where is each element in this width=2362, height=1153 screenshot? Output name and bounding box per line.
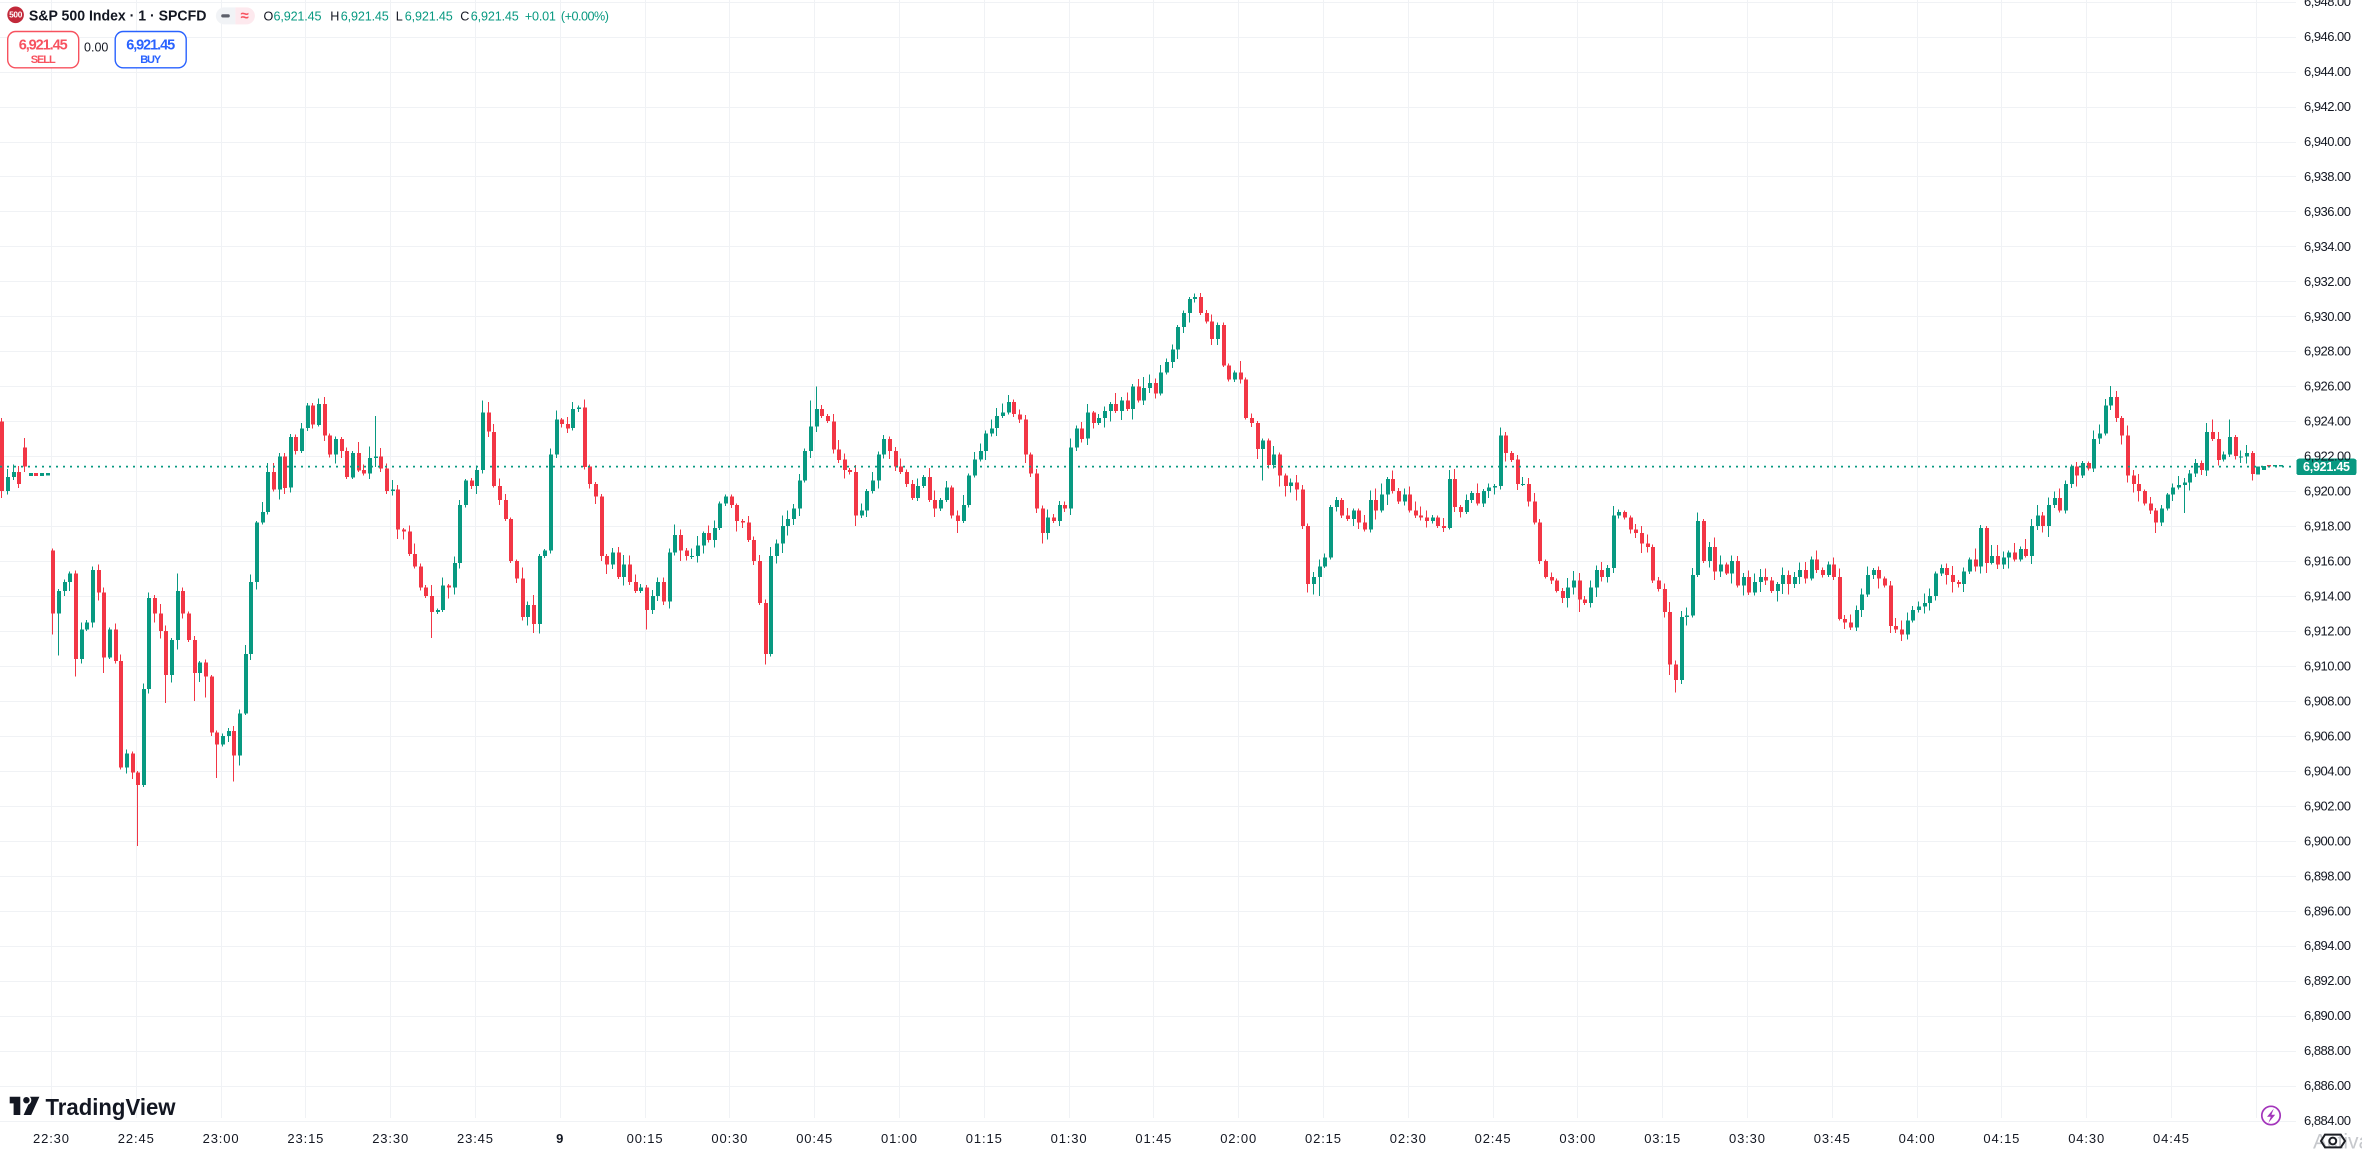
- svg-text:L: L: [396, 10, 403, 24]
- svg-text:03:00: 03:00: [1559, 1131, 1595, 1146]
- svg-text:6,886.00: 6,886.00: [2304, 1078, 2351, 1093]
- svg-text:00:45: 00:45: [796, 1131, 832, 1146]
- svg-text:6,932.00: 6,932.00: [2304, 274, 2351, 289]
- svg-text:BUY: BUY: [140, 54, 162, 66]
- svg-text:02:30: 02:30: [1390, 1131, 1426, 1146]
- svg-text:6,944.00: 6,944.00: [2304, 64, 2351, 79]
- svg-text:22:30: 22:30: [33, 1131, 69, 1146]
- svg-text:6,924.00: 6,924.00: [2304, 414, 2351, 429]
- svg-text:6,948.00: 6,948.00: [2304, 0, 2351, 9]
- svg-text:03:45: 03:45: [1814, 1131, 1850, 1146]
- svg-text:TradingView: TradingView: [46, 1094, 176, 1120]
- svg-text:6,888.00: 6,888.00: [2304, 1043, 2351, 1058]
- svg-text:01:30: 01:30: [1051, 1131, 1087, 1146]
- svg-text:04:45: 04:45: [2153, 1131, 2189, 1146]
- svg-text:6,926.00: 6,926.00: [2304, 379, 2351, 394]
- svg-text:6,914.00: 6,914.00: [2304, 589, 2351, 604]
- svg-text:H: H: [330, 10, 339, 24]
- svg-text:6,904.00: 6,904.00: [2304, 763, 2351, 778]
- svg-text:6,921.45: 6,921.45: [2303, 460, 2350, 474]
- svg-text:00:30: 00:30: [711, 1131, 747, 1146]
- svg-text:6,938.00: 6,938.00: [2304, 169, 2351, 184]
- svg-text:6,921.45: 6,921.45: [19, 37, 68, 53]
- svg-text:22:45: 22:45: [118, 1131, 154, 1146]
- svg-text:00:15: 00:15: [627, 1131, 663, 1146]
- svg-text:6,906.00: 6,906.00: [2304, 728, 2351, 743]
- svg-text:6,946.00: 6,946.00: [2304, 29, 2351, 44]
- svg-text:6,912.00: 6,912.00: [2304, 624, 2351, 639]
- svg-text:6,920.00: 6,920.00: [2304, 484, 2351, 499]
- svg-text:6,908.00: 6,908.00: [2304, 693, 2351, 708]
- svg-text:6,940.00: 6,940.00: [2304, 134, 2351, 149]
- svg-text:01:45: 01:45: [1135, 1131, 1171, 1146]
- svg-text:02:45: 02:45: [1475, 1131, 1511, 1146]
- svg-text:6,918.00: 6,918.00: [2304, 519, 2351, 534]
- svg-text:6,900.00: 6,900.00: [2304, 833, 2351, 848]
- svg-text:6,934.00: 6,934.00: [2304, 239, 2351, 254]
- svg-text:+0.01: +0.01: [525, 10, 556, 24]
- svg-text:6,921.45: 6,921.45: [126, 37, 175, 53]
- svg-text:6,921.45: 6,921.45: [471, 10, 519, 24]
- svg-text:(+0.00%): (+0.00%): [561, 10, 609, 24]
- svg-text:23:15: 23:15: [287, 1131, 323, 1146]
- svg-text:6,892.00: 6,892.00: [2304, 973, 2351, 988]
- svg-text:6,942.00: 6,942.00: [2304, 99, 2351, 114]
- svg-text:04:00: 04:00: [1899, 1131, 1935, 1146]
- svg-text:04:30: 04:30: [2068, 1131, 2104, 1146]
- svg-text:23:45: 23:45: [457, 1131, 493, 1146]
- svg-text:S&P 500 Index · 1 · SPCFD: S&P 500 Index · 1 · SPCFD: [29, 9, 207, 25]
- svg-text:6,890.00: 6,890.00: [2304, 1008, 2351, 1023]
- svg-text:6,902.00: 6,902.00: [2304, 798, 2351, 813]
- svg-text:6,928.00: 6,928.00: [2304, 344, 2351, 359]
- svg-text:6,916.00: 6,916.00: [2304, 554, 2351, 569]
- svg-text:23:30: 23:30: [372, 1131, 408, 1146]
- svg-text:6,910.00: 6,910.00: [2304, 659, 2351, 674]
- svg-text:23:00: 23:00: [203, 1131, 239, 1146]
- svg-text:6,894.00: 6,894.00: [2304, 938, 2351, 953]
- svg-text:C: C: [460, 10, 469, 24]
- svg-text:01:00: 01:00: [881, 1131, 917, 1146]
- svg-text:9: 9: [556, 1131, 563, 1146]
- svg-text:6,921.45: 6,921.45: [405, 10, 453, 24]
- svg-text:03:15: 03:15: [1644, 1131, 1680, 1146]
- svg-text:500: 500: [9, 10, 23, 20]
- svg-text:6,922.00: 6,922.00: [2304, 449, 2351, 464]
- svg-text:6,884.00: 6,884.00: [2304, 1113, 2351, 1128]
- svg-text:02:00: 02:00: [1220, 1131, 1256, 1146]
- svg-text:6,936.00: 6,936.00: [2304, 204, 2351, 219]
- svg-text:04:15: 04:15: [1983, 1131, 2019, 1146]
- svg-text:6,898.00: 6,898.00: [2304, 868, 2351, 883]
- svg-text:6,930.00: 6,930.00: [2304, 309, 2351, 324]
- svg-text:03:30: 03:30: [1729, 1131, 1765, 1146]
- svg-text:01:15: 01:15: [966, 1131, 1002, 1146]
- svg-text:02:15: 02:15: [1305, 1131, 1341, 1146]
- svg-text:6,921.45: 6,921.45: [274, 10, 322, 24]
- svg-text:6,896.00: 6,896.00: [2304, 903, 2351, 918]
- svg-text:SELL: SELL: [31, 54, 56, 66]
- svg-text:O: O: [264, 10, 274, 24]
- svg-text:6,921.45: 6,921.45: [341, 10, 389, 24]
- svg-text:0.00: 0.00: [84, 41, 108, 55]
- svg-text:≈: ≈: [240, 7, 248, 24]
